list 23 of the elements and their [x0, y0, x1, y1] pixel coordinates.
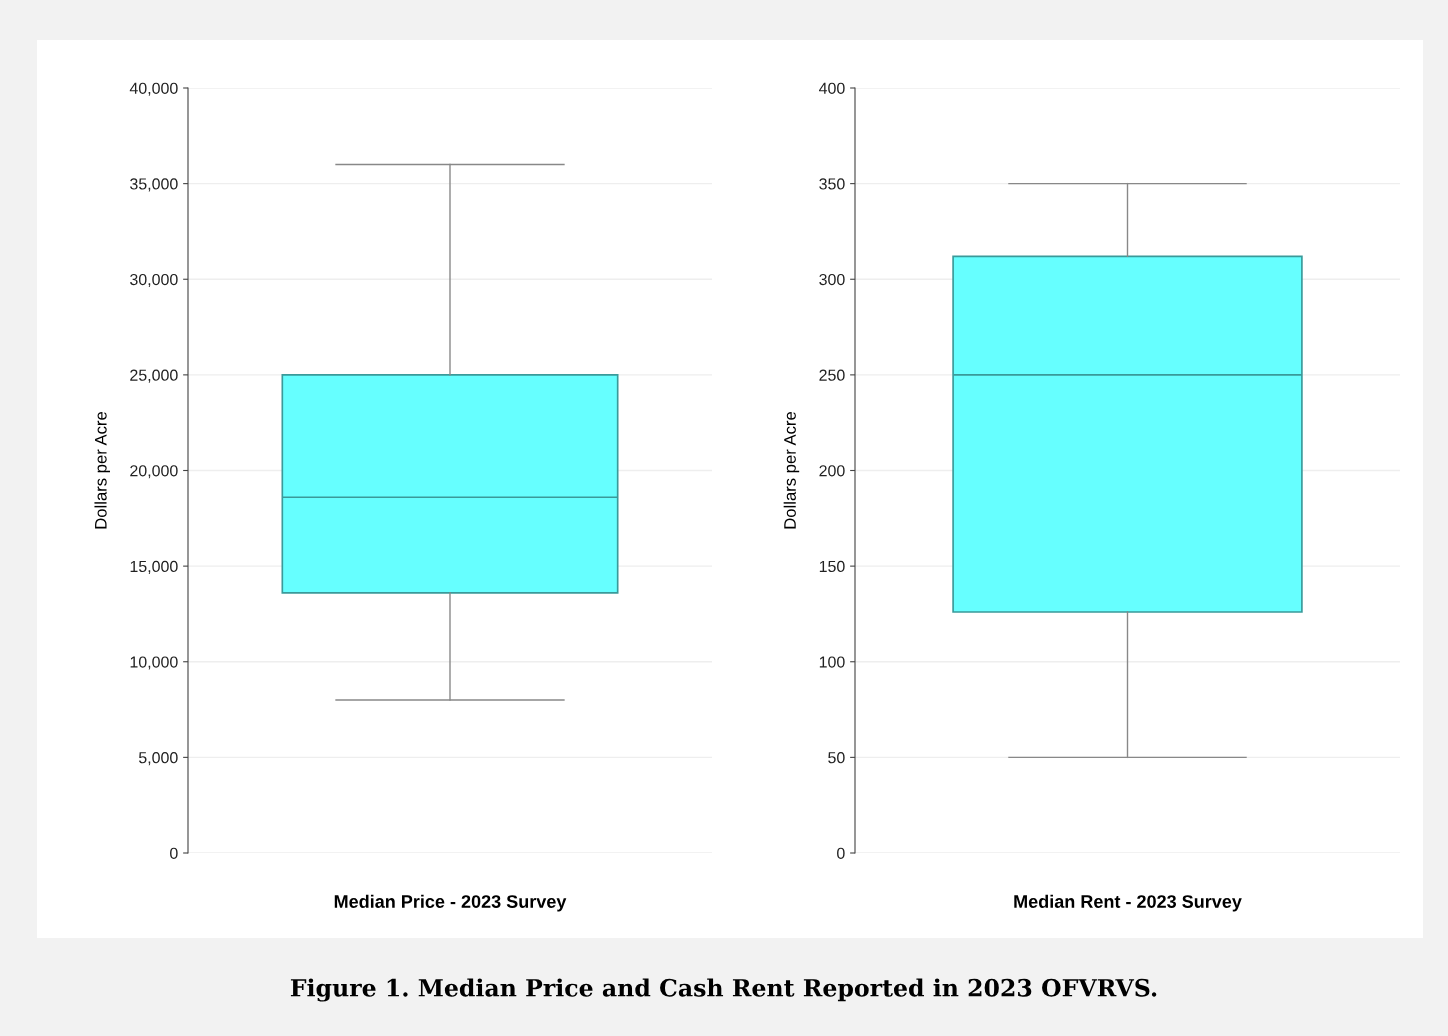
- x-tick-label: Median Price - 2023 Survey: [334, 894, 567, 912]
- y-tick-label: 5,000: [138, 752, 178, 766]
- y-tick-label: 25,000: [130, 369, 178, 383]
- y-tick-label: 300: [819, 273, 845, 286]
- y-tick-label: 150: [819, 560, 845, 573]
- y-axis-title: Dollars per Acre: [94, 411, 110, 529]
- y-tick-label: 40,000: [129, 82, 178, 96]
- x-tick-label: Median Rent - 2023 Survey: [1014, 894, 1242, 912]
- y-tick-label: 15,000: [130, 560, 178, 574]
- caption: Figure 1. Median Price and Cash Rent Reported in 2023 OFVRVS.: [290, 978, 1157, 1002]
- y-tick-label: 200: [819, 465, 845, 477]
- y-tick-label: 35,000: [130, 178, 178, 192]
- y-tick-label: 20,000: [130, 465, 178, 479]
- y-tick-label: 50: [828, 752, 845, 764]
- y-tick-label: 250: [819, 369, 845, 381]
- y-tick-label: 350: [819, 178, 845, 190]
- y-tick-label: 0: [170, 847, 178, 859]
- y-tick-label: 400: [819, 82, 845, 94]
- y-axis-title: Dollars per Acre: [783, 411, 800, 529]
- y-tick-label: 0: [837, 847, 845, 859]
- y-tick-label: 30,000: [130, 273, 178, 288]
- y-tick-label: 100: [819, 656, 845, 668]
- y-tick-label: 10,000: [130, 656, 178, 670]
